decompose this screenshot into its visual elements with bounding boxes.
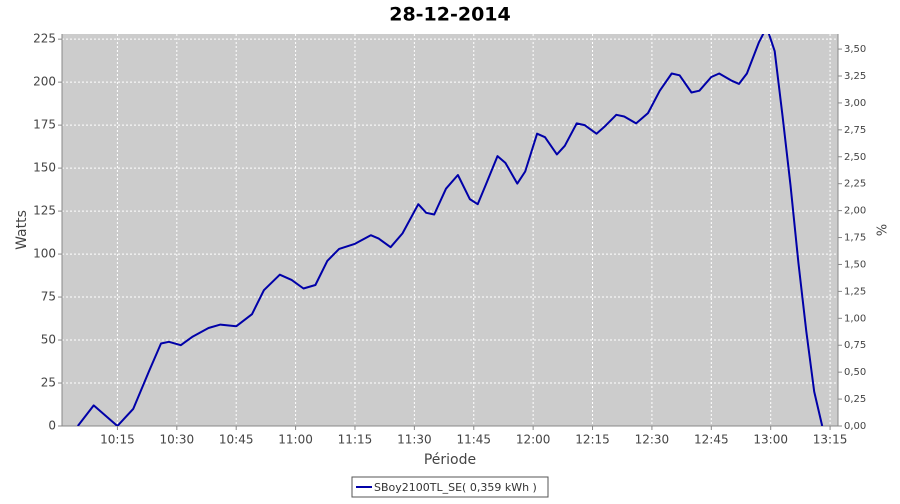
x-tick-label: 11:00 <box>278 433 313 447</box>
y-tick-label: 50 <box>41 333 56 347</box>
x-tick-label: 10:30 <box>160 433 195 447</box>
x-tick-label: 12:15 <box>575 433 610 447</box>
x-tick-label: 13:00 <box>753 433 788 447</box>
y-tick-label: 125 <box>33 204 56 218</box>
y2-tick-label: 0,25 <box>844 394 866 405</box>
y2-tick-label: 2,50 <box>844 152 866 163</box>
y-tick-label: 100 <box>33 247 56 261</box>
x-tick-label: 10:15 <box>100 433 135 447</box>
y2-tick-label: 3,50 <box>844 44 866 55</box>
y2-tick-label: 0,50 <box>844 367 866 378</box>
y-tick-label: 0 <box>48 419 56 433</box>
y-tick-label: 150 <box>33 161 56 175</box>
x-tick-label: 13:15 <box>813 433 848 447</box>
x-tick-label: 11:45 <box>456 433 491 447</box>
x-tick-label: 10:45 <box>219 433 254 447</box>
y-axis-label: Watts <box>14 210 30 250</box>
y2-tick-label: 1,50 <box>844 259 866 270</box>
y2-tick-label: 2,00 <box>844 206 866 217</box>
plot-area <box>77 34 824 426</box>
y-tick-label: 75 <box>41 290 56 304</box>
x-axis-label: Période <box>424 452 476 468</box>
plot-background <box>62 34 838 426</box>
y-tick-label: 200 <box>33 75 56 89</box>
y2-tick-label: 2,25 <box>844 179 866 190</box>
y2-tick-label: 3,00 <box>844 98 866 109</box>
legend-label: SBoy2100TL_SE( 0,359 kWh ) <box>374 481 537 494</box>
chart-title: 28-12-2014 <box>389 4 511 26</box>
y-tick-label: 175 <box>33 118 56 132</box>
y2-tick-label: 1,25 <box>844 286 866 297</box>
y2-tick-label: 2,75 <box>844 125 866 136</box>
y2-tick-label: 0,75 <box>844 340 866 351</box>
y-tick-label: 25 <box>41 376 56 390</box>
x-tick-label: 12:00 <box>516 433 551 447</box>
y2-tick-label: 3,25 <box>844 71 866 82</box>
y2-axis-label: % <box>873 224 888 236</box>
x-tick-label: 12:30 <box>635 433 670 447</box>
y-tick-label: 225 <box>33 32 56 46</box>
legend-box <box>351 476 549 498</box>
y2-tick-label: 0,00 <box>844 421 866 432</box>
x-tick-label: 11:15 <box>338 433 373 447</box>
x-tick-label: 12:45 <box>694 433 729 447</box>
x-tick-label: 11:30 <box>397 433 432 447</box>
y2-tick-label: 1,75 <box>844 233 866 244</box>
y2-tick-label: 1,00 <box>844 313 866 324</box>
series-line <box>77 34 824 426</box>
